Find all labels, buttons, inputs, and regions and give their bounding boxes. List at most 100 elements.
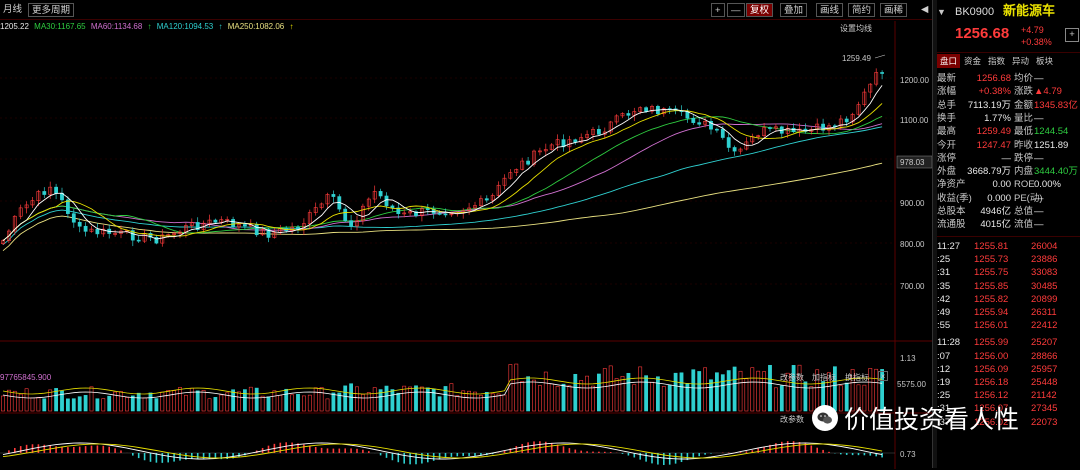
tab-zijin[interactable]: 资金 bbox=[964, 56, 982, 66]
stat-label: 最高 bbox=[937, 126, 957, 138]
tick-volume: 20899 bbox=[1031, 293, 1058, 305]
tab-yidong[interactable]: 异动 bbox=[1012, 56, 1030, 66]
candle-body bbox=[366, 198, 371, 207]
tab-monthly[interactable]: 月线 bbox=[3, 4, 23, 15]
volume-bar bbox=[378, 389, 383, 412]
volume-bar bbox=[36, 396, 41, 412]
fuquan-button[interactable]: 复权 bbox=[746, 3, 774, 17]
candle-body bbox=[408, 211, 413, 214]
candle-body bbox=[36, 191, 41, 201]
volume-bar bbox=[655, 376, 660, 412]
volume-bar bbox=[667, 384, 672, 412]
tick-volume: 25957 bbox=[1031, 363, 1058, 375]
volume-bar bbox=[484, 391, 489, 412]
volume-bar bbox=[585, 375, 590, 412]
stat-value: 0.00 bbox=[992, 179, 1012, 191]
stat-value: 1.77% bbox=[984, 112, 1011, 124]
volume-bar bbox=[30, 397, 35, 412]
vol-ma5-line bbox=[2, 377, 883, 395]
candle-body bbox=[148, 233, 153, 238]
volume-bar bbox=[555, 385, 560, 412]
candle-body bbox=[773, 126, 778, 129]
candle-body bbox=[425, 208, 430, 210]
tick-price: 1255.99 bbox=[974, 337, 1009, 349]
zoom-out-button[interactable]: — bbox=[727, 3, 745, 17]
volume-bar bbox=[172, 390, 177, 412]
tab-pankou[interactable]: 盘口 bbox=[937, 54, 961, 68]
tab-zhishu[interactable]: 指数 bbox=[988, 56, 1006, 66]
tick-volume: 26311 bbox=[1031, 307, 1057, 318]
volume-bar bbox=[130, 395, 135, 412]
stat-value: 1251.89 bbox=[1034, 139, 1069, 151]
volume-bar bbox=[54, 388, 59, 412]
axis-700: 700.00 bbox=[900, 282, 925, 291]
simple-button[interactable]: 简约 bbox=[848, 3, 876, 17]
candle-body bbox=[691, 117, 696, 123]
tick-volume: 21142 bbox=[1031, 390, 1057, 402]
index-name: 新能源车 bbox=[1003, 3, 1056, 18]
candle-body bbox=[189, 222, 194, 226]
candle-body bbox=[231, 219, 236, 228]
candle-body bbox=[874, 72, 879, 85]
tab-bankuai[interactable]: 板块 bbox=[1036, 56, 1054, 66]
volume-bar bbox=[626, 372, 631, 412]
volume-bar bbox=[467, 390, 472, 412]
set-ma-button[interactable]: 设置均线 bbox=[840, 24, 872, 33]
volume-bar bbox=[614, 378, 619, 412]
candle-body bbox=[402, 212, 407, 215]
candle-body bbox=[219, 219, 224, 223]
ma120-path bbox=[2, 126, 883, 246]
collapse-arrow-icon[interactable]: ◀ bbox=[921, 4, 929, 15]
candle-body bbox=[449, 213, 454, 216]
swap-indicator-button[interactable]: 换指标 bbox=[845, 373, 869, 382]
candle-body bbox=[243, 224, 247, 227]
overlay-button[interactable]: 叠加 bbox=[780, 3, 808, 17]
add-watchlist-icon[interactable]: + bbox=[1065, 28, 1079, 42]
stat-label: 换手 bbox=[937, 112, 957, 124]
dropdown-icon[interactable]: ▼ bbox=[937, 7, 946, 17]
ma5-line bbox=[2, 85, 883, 242]
candle-body bbox=[378, 191, 383, 197]
candle-body bbox=[768, 127, 772, 129]
volume-bar bbox=[125, 397, 129, 412]
candle-body bbox=[290, 226, 295, 232]
volume-bar bbox=[608, 365, 613, 412]
add-indicator-button[interactable]: 加指标 bbox=[812, 373, 836, 382]
tick-volume: 22073 bbox=[1031, 416, 1058, 428]
volume-bar bbox=[726, 370, 731, 412]
candle-body bbox=[260, 229, 265, 236]
tick-price: 1256.18 bbox=[974, 377, 1009, 388]
volume-bar bbox=[679, 372, 684, 412]
volume-bar bbox=[77, 396, 82, 412]
volume-bar bbox=[514, 363, 519, 412]
volume-bar bbox=[455, 395, 460, 412]
candlestick-chart[interactable]: 1200.00 1100.00 978.03 900.00 800.00 700… bbox=[0, 20, 932, 470]
tick-price: 1255.73 bbox=[974, 254, 1009, 266]
vol-change-param-button[interactable]: 改参数 bbox=[780, 373, 804, 382]
volume-bar bbox=[425, 387, 430, 412]
zoom-in-button[interactable]: + bbox=[711, 3, 725, 17]
volume-bar bbox=[756, 370, 761, 412]
volume-bar bbox=[7, 389, 11, 412]
dea-line bbox=[2, 443, 883, 459]
stat-value: +0.38% bbox=[978, 86, 1012, 98]
candle-body bbox=[537, 150, 542, 153]
macd-change-param-button[interactable]: 改参数 bbox=[780, 415, 804, 424]
volume-bar bbox=[366, 392, 371, 412]
ma5-path bbox=[2, 85, 883, 242]
volume-bar bbox=[402, 385, 407, 412]
more-period-button[interactable]: 更多周期 bbox=[28, 3, 75, 17]
stat-label: 总手 bbox=[937, 99, 957, 111]
price-change-pct: +0.38% bbox=[1021, 37, 1052, 47]
stat-value: — bbox=[1034, 192, 1044, 204]
draw-line-button[interactable]: 画线 bbox=[816, 3, 844, 17]
candle-body bbox=[360, 205, 365, 222]
candle-body bbox=[414, 211, 418, 217]
draw-sparse-button[interactable]: 画稀 bbox=[880, 3, 908, 17]
stat-value: — bbox=[1034, 152, 1044, 164]
close-icon[interactable]: × bbox=[878, 371, 888, 381]
candle-body bbox=[301, 223, 306, 230]
volume-bar bbox=[838, 385, 843, 412]
panel-divider[interactable] bbox=[932, 0, 937, 468]
stat-label: 总股本 bbox=[937, 206, 966, 217]
